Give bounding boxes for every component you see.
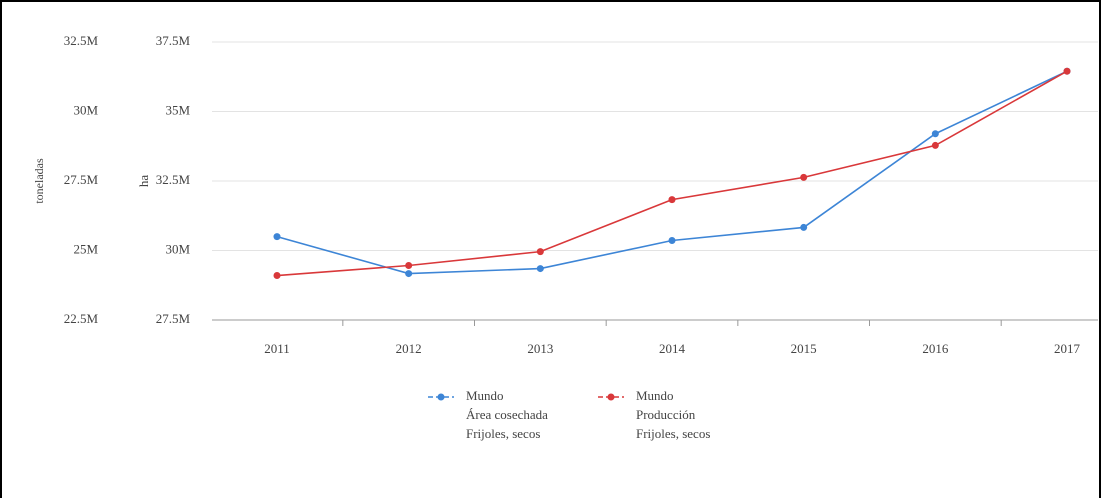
data-point	[273, 272, 281, 280]
legend-label: Mundo Producción Frijoles, secos	[636, 388, 710, 441]
data-point	[668, 236, 676, 244]
legend-marker	[607, 393, 615, 401]
data-point	[536, 248, 544, 256]
legend-marker	[437, 393, 445, 401]
x-tick-label: 2015	[791, 341, 817, 356]
data-point	[405, 270, 413, 278]
x-tick-label: 2012	[396, 341, 422, 356]
x-tick-label: 2017	[1054, 341, 1081, 356]
y-tick-label: 27.5M	[156, 311, 191, 326]
y2-tick-label: 22.5M	[64, 311, 99, 326]
series-line	[276, 70, 1068, 277]
x-tick-label: 2014	[659, 341, 686, 356]
y-axis-title: ha	[136, 175, 151, 188]
y2-tick-label: 25M	[73, 241, 98, 256]
x-tick-label: 2016	[922, 341, 949, 356]
y2-tick-label: 32.5M	[64, 33, 99, 48]
data-point	[273, 233, 281, 241]
y2-axis-title: toneladas	[32, 158, 46, 204]
x-tick-label: 2013	[527, 341, 553, 356]
data-point	[800, 173, 808, 181]
y-tick-label: 35M	[165, 102, 190, 117]
data-point	[1063, 67, 1071, 75]
y-tick-label: 30M	[165, 241, 190, 256]
data-point	[931, 141, 939, 149]
y-tick-label: 37.5M	[156, 33, 191, 48]
x-tick-label: 2011	[264, 341, 290, 356]
y2-tick-label: 30M	[73, 102, 98, 117]
y2-tick-label: 27.5M	[64, 172, 99, 187]
data-point	[668, 196, 676, 204]
data-point	[931, 130, 939, 138]
legend-label: Mundo Área cosechada Frijoles, secos	[466, 388, 548, 441]
y-tick-label: 32.5M	[156, 172, 191, 187]
data-point	[536, 265, 544, 273]
data-point	[800, 223, 808, 231]
data-point	[405, 262, 413, 270]
